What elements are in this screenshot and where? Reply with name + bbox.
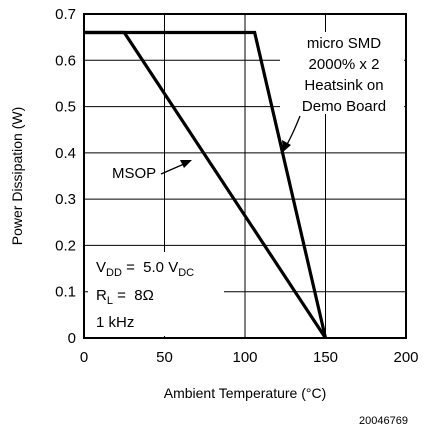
x-tick-label-2: 100 (232, 349, 257, 366)
msop-label: MSOP (112, 165, 156, 182)
y-axis-label: Power Dissipation (W) (9, 107, 25, 245)
micro-smd-line-3: Heatsink on (304, 77, 383, 94)
y-tick-label-3: 0.3 (55, 191, 76, 208)
micro-smd-arrow (285, 115, 301, 147)
x-axis-label: Ambient Temperature (°C) (164, 385, 327, 401)
y-tick-label-4: 0.4 (55, 145, 76, 162)
figure-id: 20046769 (359, 415, 408, 427)
vdd-unit-subscript: DC (178, 267, 194, 279)
x-tick-label-3: 150 (313, 349, 338, 366)
conditions-annotation: VDD = 5.0 VDC RL = 8Ω 1 kHz (88, 252, 224, 336)
y-tick-label-6: 0.6 (55, 52, 76, 69)
frequency-condition: 1 kHz (96, 314, 134, 331)
plot-frame (83, 13, 407, 339)
vdd-condition: VDD = 5.0 VDC (96, 259, 194, 279)
vdd-symbol: V (96, 259, 106, 276)
y-tick-label-5: 0.5 (55, 99, 76, 116)
y-tick-label-2: 0.2 (55, 237, 76, 254)
x-tick-label-1: 50 (156, 349, 173, 366)
rl-symbol: R (96, 287, 107, 304)
series-lines (84, 30, 328, 339)
rl-value: = 8Ω (113, 287, 154, 304)
y-tick-label-0: 0 (68, 330, 76, 347)
vdd-subscript: DD (106, 267, 122, 279)
x-tick-label-4: 200 (393, 349, 418, 366)
tick-labels: 0 50 100 150 200 0 0.1 0.2 0.3 0.4 0.5 0.6 0.7 (55, 6, 418, 366)
micro-smd-annotation: micro SMD 2000% x 2 Heatsink on Demo Boa… (280, 32, 404, 115)
x-tick-label-0: 0 (80, 349, 88, 366)
rl-subscript: L (107, 295, 113, 307)
y-tick-label-7: 0.7 (55, 6, 76, 23)
y-tick-label-1: 0.1 (55, 284, 76, 301)
msop-arrowhead (180, 160, 192, 168)
micro-smd-arrowhead (282, 140, 291, 152)
micro-smd-line-2: 2000% x 2 (309, 56, 380, 73)
vdd-value: = 5.0 V (122, 259, 178, 276)
msop-label-bg (108, 163, 158, 183)
micro-smd-line-1: micro SMD (307, 35, 381, 52)
rl-condition: RL = 8Ω (96, 287, 154, 307)
conditions-annotation-bg (88, 252, 224, 336)
micro-smd-annotation-bg (280, 32, 404, 114)
micro-smd-line-4: Demo Board (302, 98, 386, 115)
series-line-micro-smd (84, 30, 328, 339)
msop-arrow (160, 163, 185, 175)
